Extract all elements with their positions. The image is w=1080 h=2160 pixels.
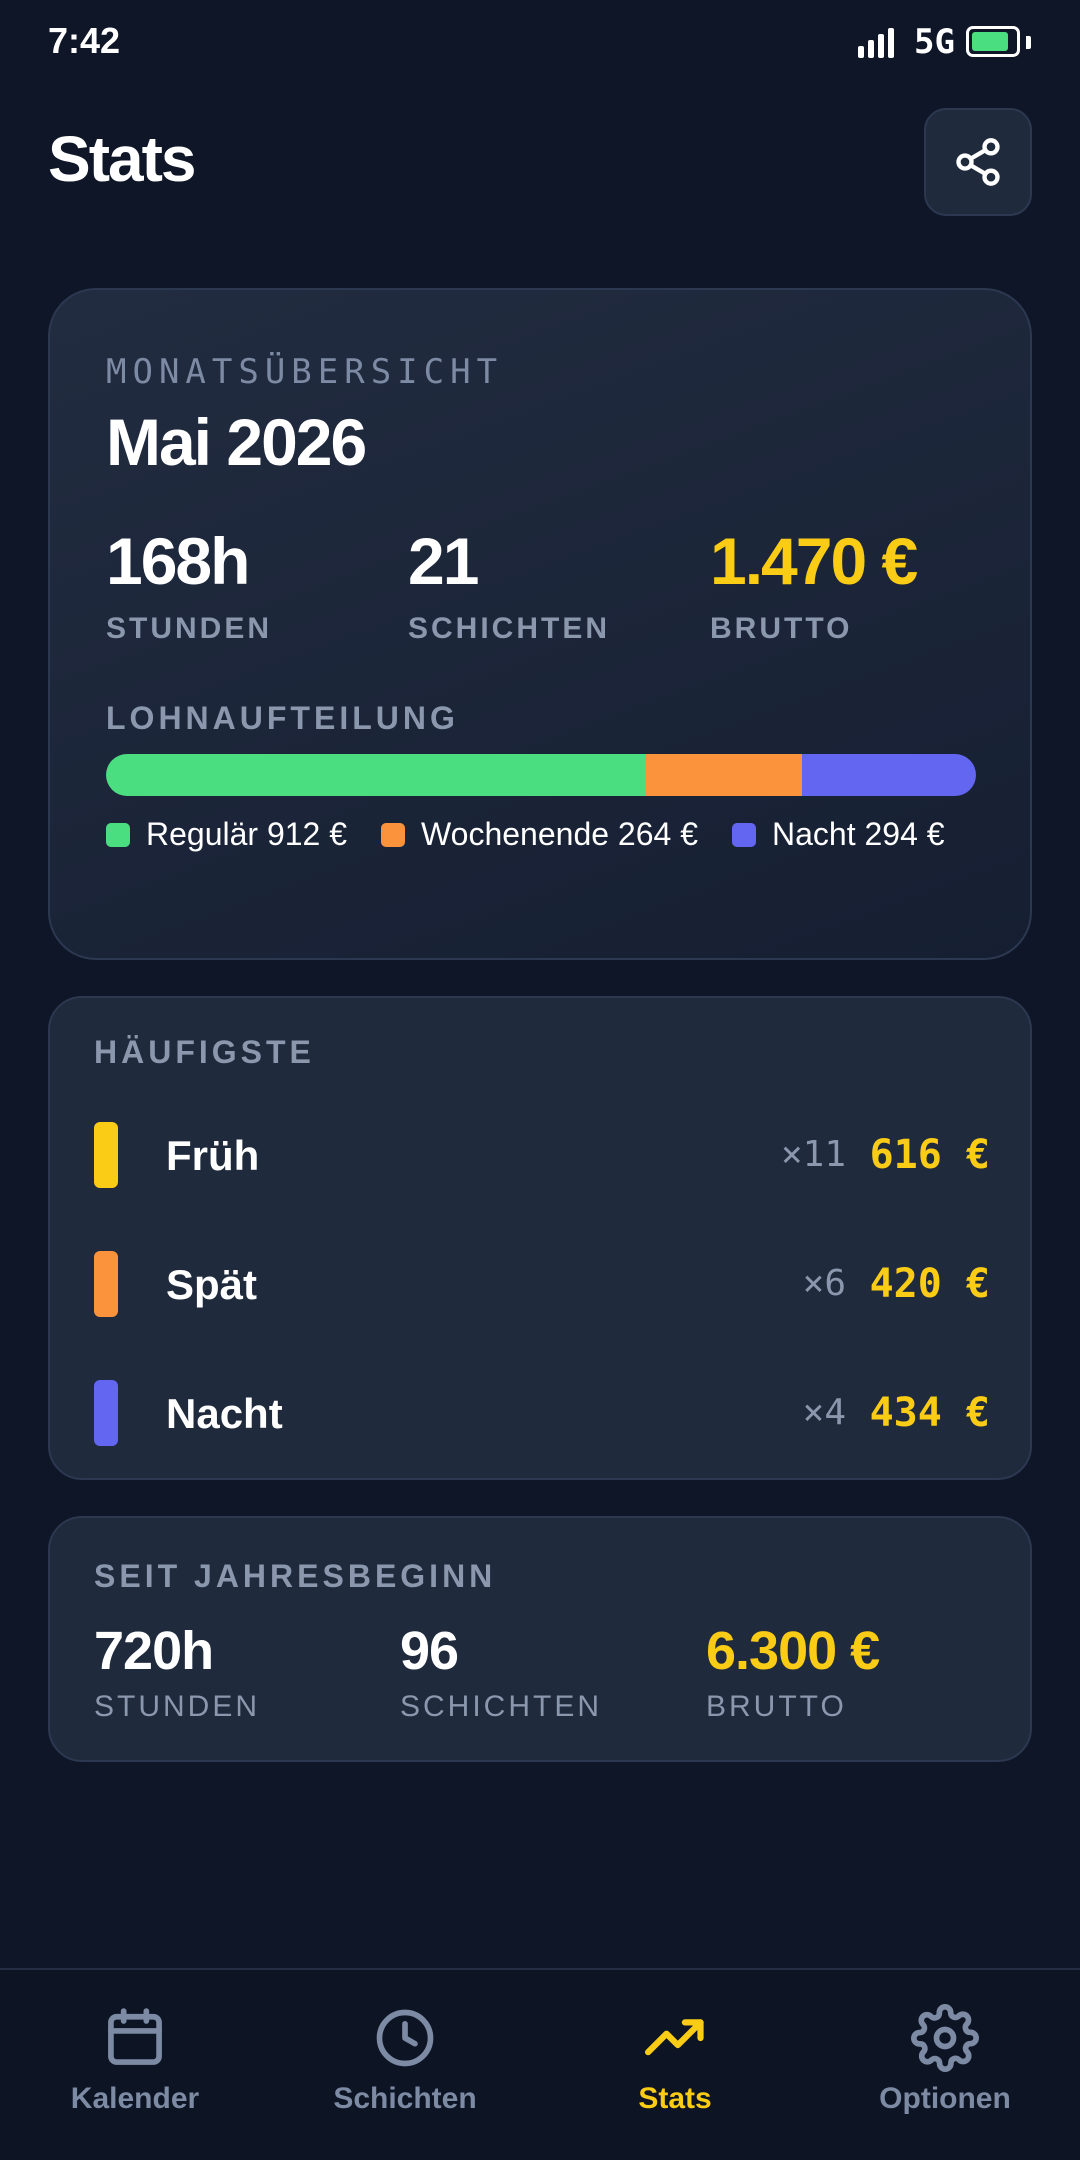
legend-label: Nacht 294 € xyxy=(772,816,945,852)
stat-shifts: 21 SCHICHTEN xyxy=(408,528,610,646)
ytd-value: 96 xyxy=(400,1621,459,1681)
shift-color-chip xyxy=(94,1380,118,1446)
shift-row-spaet[interactable]: Spät ×6 420 € xyxy=(50,1219,1034,1349)
share-button[interactable] xyxy=(924,108,1032,216)
shift-amount: 434 € xyxy=(869,1390,990,1436)
wage-split-segment-wochenende xyxy=(645,754,802,796)
ytd-label: SCHICHTEN xyxy=(400,1690,603,1723)
month-kicker: MONATSÜBERSICHT xyxy=(106,352,504,392)
ytd-label: BRUTTO xyxy=(706,1690,847,1723)
nav-item-stats[interactable]: Stats xyxy=(540,1970,810,2160)
status-bar: 7:42 5G xyxy=(0,0,1080,84)
bottom-nav: Kalender Schichten Stats Optionen xyxy=(0,1968,1080,2160)
nav-item-schichten[interactable]: Schichten xyxy=(270,1970,540,2160)
shift-amount: 616 € xyxy=(869,1132,990,1178)
shift-amount: 420 € xyxy=(869,1261,990,1307)
stat-gross: 1.470 € BRUTTO xyxy=(710,524,918,646)
stat-label: SCHICHTEN xyxy=(408,612,611,645)
shift-color-chip xyxy=(94,1122,118,1188)
status-time: 7:42 xyxy=(48,20,121,61)
month-overview-card: MONATSÜBERSICHT Mai 2026 168h STUNDEN 21… xyxy=(48,288,1032,960)
calendar-icon xyxy=(108,2008,162,2065)
wage-split-bar xyxy=(106,754,976,796)
legend-item-regulär: Regulär 912 € xyxy=(106,816,347,853)
signal-icon xyxy=(858,26,894,58)
top-shifts-label: HÄUFIGSTE xyxy=(94,1034,315,1070)
wage-split-segment-regulär xyxy=(106,754,646,796)
stat-value: 1.470 € xyxy=(710,524,918,598)
stat-hours: 168h STUNDEN xyxy=(106,528,272,646)
ytd-value: 6.300 € xyxy=(706,1621,880,1681)
stat-label: STUNDEN xyxy=(106,612,273,645)
wage-split-segment-nacht xyxy=(801,754,976,796)
nav-item-optionen[interactable]: Optionen xyxy=(810,1970,1080,2160)
ytd-label: STUNDEN xyxy=(94,1690,261,1723)
legend-item-nacht: Nacht 294 € xyxy=(732,816,945,853)
ytd-gross: 6.300 € BRUTTO xyxy=(706,1621,880,1724)
legend-item-wochenende: Wochenende 264 € xyxy=(381,816,698,853)
share-icon xyxy=(956,138,1000,186)
month-title: Mai 2026 xyxy=(106,405,367,479)
shift-row-nacht[interactable]: Nacht ×4 434 € xyxy=(50,1348,1034,1478)
gear-icon xyxy=(911,2004,979,2072)
nav-label: Schichten xyxy=(333,2082,477,2115)
shift-count: ×4 xyxy=(802,1392,846,1433)
year-to-date-card: SEIT JAHRESBEGINN 720h STUNDEN 96 SCHICH… xyxy=(48,1516,1032,1762)
legend-label: Wochenende 264 € xyxy=(421,816,698,852)
nav-label: Optionen xyxy=(879,2082,1011,2115)
battery-tip xyxy=(1026,36,1031,49)
shift-row-frueh[interactable]: Früh ×11 616 € xyxy=(50,1090,1034,1220)
ytd-value: 720h xyxy=(94,1621,214,1681)
page-title: Stats xyxy=(48,123,196,195)
wage-split-label: LOHNAUFTEILUNG xyxy=(106,700,459,736)
shift-name: Spät xyxy=(166,1261,258,1308)
shift-count: ×6 xyxy=(802,1263,846,1304)
nav-label: Stats xyxy=(638,2082,712,2115)
legend-color-dot xyxy=(106,822,130,847)
clock-icon xyxy=(376,2009,434,2067)
ytd-hours: 720h STUNDEN xyxy=(94,1624,260,1724)
legend-color-dot xyxy=(732,822,756,847)
battery-level xyxy=(972,32,1008,51)
shift-color-chip xyxy=(94,1251,118,1317)
stat-label: BRUTTO xyxy=(710,612,853,645)
battery-icon xyxy=(966,26,1020,57)
year-to-date-label: SEIT JAHRESBEGINN xyxy=(94,1558,497,1594)
top-shifts-card: HÄUFIGSTE Früh ×11 616 € Spät ×6 420 € N… xyxy=(48,996,1032,1480)
nav-label: Kalender xyxy=(70,2082,200,2115)
stat-value: 168h xyxy=(106,524,250,598)
legend-label: Regulär 912 € xyxy=(146,816,348,852)
shift-name: Früh xyxy=(166,1132,260,1179)
shift-count: ×11 xyxy=(780,1134,846,1175)
stat-value: 21 xyxy=(408,524,479,598)
ytd-shifts: 96 SCHICHTEN xyxy=(400,1624,602,1724)
nav-item-kalender[interactable]: Kalender xyxy=(0,1970,270,2160)
network-type: 5G xyxy=(914,22,955,62)
trending-up-icon xyxy=(644,2019,704,2056)
legend-color-dot xyxy=(381,822,406,847)
wage-split-legend: Regulär 912 € Wochenende 264 € Nacht 294 € xyxy=(106,816,945,853)
shift-name: Nacht xyxy=(166,1390,283,1437)
